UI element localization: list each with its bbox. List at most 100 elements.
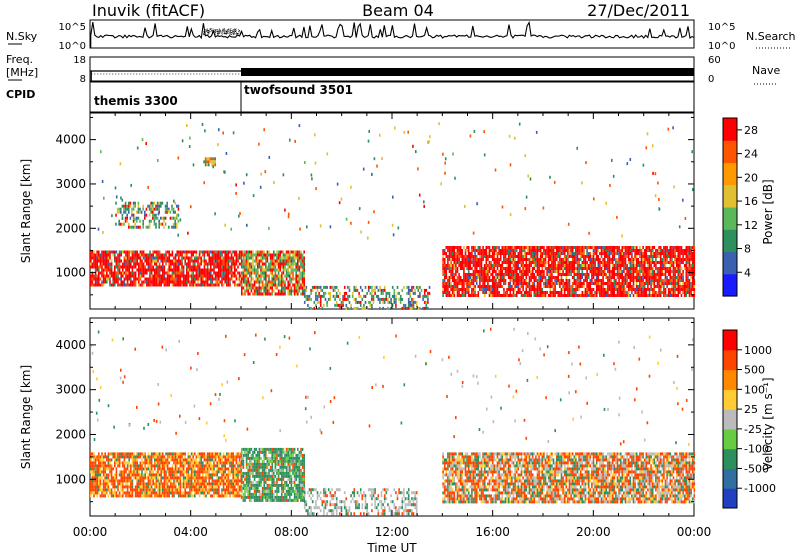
heat-cell bbox=[292, 278, 294, 281]
heat-cell bbox=[633, 282, 635, 285]
heat-cell bbox=[446, 288, 448, 291]
heat-cell bbox=[223, 257, 225, 260]
heat-cell bbox=[642, 291, 644, 294]
heat-cell bbox=[148, 260, 150, 263]
heat-cell bbox=[157, 159, 159, 162]
heat-cell bbox=[612, 294, 614, 297]
search-noise-trace bbox=[203, 28, 241, 36]
heat-cell bbox=[102, 180, 104, 183]
heat-cell bbox=[357, 289, 359, 292]
heat-cell bbox=[458, 261, 460, 264]
heat-cell bbox=[484, 264, 486, 267]
heat-cell bbox=[128, 260, 130, 263]
heat-cell bbox=[562, 246, 564, 249]
heat-cell bbox=[278, 275, 280, 278]
heat-cell bbox=[294, 287, 296, 290]
heat-cell bbox=[671, 282, 673, 285]
heat-cell bbox=[221, 251, 223, 254]
heat-cell bbox=[177, 234, 179, 237]
heat-cell bbox=[413, 301, 415, 304]
heat-cell bbox=[559, 282, 561, 285]
heat-cell bbox=[192, 275, 194, 278]
heat-cell bbox=[630, 246, 632, 249]
heat-cell bbox=[614, 276, 616, 279]
heat-cell bbox=[508, 258, 510, 261]
heat-cell bbox=[299, 254, 301, 257]
heat-cell bbox=[646, 279, 648, 282]
heat-cell bbox=[215, 260, 217, 263]
heat-cell bbox=[342, 298, 344, 301]
heat-cell bbox=[519, 282, 521, 285]
heat-cell bbox=[537, 294, 539, 297]
heat-cell bbox=[130, 473, 132, 476]
heat-cell bbox=[140, 479, 142, 482]
heat-cell bbox=[136, 479, 138, 482]
heat-cell bbox=[578, 294, 580, 297]
heat-cell bbox=[157, 284, 159, 287]
heat-cell bbox=[446, 276, 448, 279]
heat-cell bbox=[157, 202, 159, 205]
heat-cell bbox=[521, 246, 523, 249]
heat-cell bbox=[583, 261, 585, 264]
heat-cell bbox=[284, 281, 286, 284]
heat-cell bbox=[122, 269, 124, 272]
heat-cell bbox=[615, 282, 617, 285]
heat-cell bbox=[202, 254, 204, 257]
y-tick-label: 4000 bbox=[55, 133, 86, 147]
heat-cell bbox=[465, 279, 467, 282]
heat-cell bbox=[334, 289, 336, 292]
heat-cell bbox=[638, 252, 640, 255]
heat-cell bbox=[566, 249, 568, 252]
heat-cell bbox=[255, 272, 257, 275]
heat-cell bbox=[260, 186, 262, 189]
heat-cell bbox=[622, 270, 624, 273]
heat-cell bbox=[607, 252, 609, 255]
heat-cell bbox=[615, 258, 617, 261]
heat-cell bbox=[444, 252, 446, 255]
heat-cell bbox=[602, 288, 604, 291]
heat-cell bbox=[212, 269, 214, 272]
heat-cell bbox=[200, 278, 202, 281]
heat-cell bbox=[593, 255, 595, 258]
heat-cell bbox=[586, 267, 588, 270]
heat-cell bbox=[207, 281, 209, 284]
heat-cell bbox=[692, 252, 694, 255]
heat-cell bbox=[508, 282, 510, 285]
heat-cell bbox=[466, 255, 468, 258]
heat-cell bbox=[474, 264, 476, 267]
heat-cell bbox=[100, 278, 102, 281]
heat-cell bbox=[513, 246, 515, 249]
heat-cell bbox=[580, 279, 582, 282]
heat-cell bbox=[450, 264, 452, 267]
heat-cell bbox=[180, 278, 182, 281]
heat-cell bbox=[676, 246, 678, 249]
heat-cell bbox=[581, 181, 583, 184]
heat-cell bbox=[628, 276, 630, 279]
heat-cell bbox=[538, 285, 540, 288]
heat-cell bbox=[111, 272, 113, 275]
heat-cell bbox=[109, 479, 111, 482]
heat-cell bbox=[146, 284, 148, 287]
heat-cell bbox=[468, 285, 470, 288]
heat-cell bbox=[550, 258, 552, 261]
heat-cell bbox=[468, 294, 470, 297]
heat-cell bbox=[226, 260, 228, 263]
heat-cell bbox=[103, 272, 105, 275]
heat-cell bbox=[120, 251, 122, 254]
heat-cell bbox=[572, 276, 574, 279]
heat-cell bbox=[119, 461, 121, 464]
heat-cell bbox=[622, 288, 624, 291]
heat-cell bbox=[454, 261, 456, 264]
heat-cell bbox=[268, 266, 270, 269]
heat-cell bbox=[114, 479, 116, 482]
heat-cell bbox=[625, 276, 627, 279]
heat-cell bbox=[100, 494, 102, 497]
heat-cell bbox=[679, 279, 681, 282]
heat-cell bbox=[302, 284, 304, 287]
heat-cell bbox=[542, 270, 544, 273]
heat-cell bbox=[583, 285, 585, 288]
heat-cell bbox=[586, 285, 588, 288]
heat-cell bbox=[302, 266, 304, 269]
heat-cell bbox=[196, 269, 198, 272]
station-title: Inuvik (fitACF) bbox=[92, 1, 205, 20]
